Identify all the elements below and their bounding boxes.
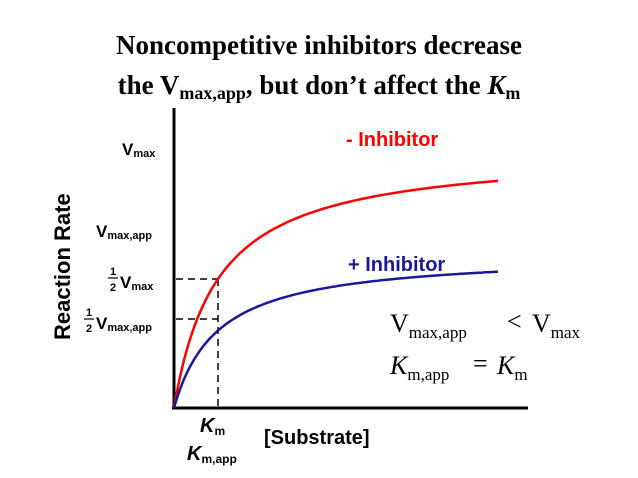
y-tick-vmax-app: Vmax,app <box>96 222 152 242</box>
svg-text:=: = <box>473 349 488 378</box>
y-tick-vmax: Vmax <box>122 140 156 160</box>
svg-text:Vmax: Vmax <box>532 309 581 342</box>
svg-text:2: 2 <box>86 323 92 335</box>
equation-vmax: Vmax,app < Vmax <box>390 307 581 342</box>
x-tick-km-app: Km,app <box>187 443 237 466</box>
curve-plus-inhibitor <box>172 270 499 409</box>
svg-text:1: 1 <box>86 307 92 319</box>
x-axis-label: [Substrate] <box>264 427 370 449</box>
label-minus-inhibitor: - Inhibitor <box>346 129 438 151</box>
y-tick-half-vmax: 1 2 Vmax <box>108 266 154 294</box>
svg-text:Vmax,app: Vmax,app <box>390 309 467 342</box>
svg-text:Vmax: Vmax <box>120 273 154 293</box>
title-text-mid: , but don’t affect the <box>245 70 488 100</box>
svg-text:Km,app: Km,app <box>389 351 449 384</box>
svg-text:2: 2 <box>110 282 116 294</box>
equation-km: Km,app = Km <box>389 349 528 384</box>
slide-title-line1: Noncompetitive inhibitors decrease <box>116 30 522 60</box>
y-axis-label: Reaction Rate <box>50 193 75 340</box>
label-plus-inhibitor: + Inhibitor <box>348 254 445 276</box>
svg-text:Km: Km <box>496 351 528 384</box>
svg-text:1: 1 <box>110 266 116 278</box>
title-k: K <box>487 70 506 100</box>
title-k-subscript: m <box>505 83 521 103</box>
svg-text:<: < <box>507 307 522 336</box>
slide-title-line2: the Vmax,app, but don’t affect the Km <box>0 68 638 102</box>
curve-minus-inhibitor <box>172 179 499 409</box>
svg-text:Vmax,app: Vmax,app <box>96 314 152 334</box>
y-tick-half-vmax-app: 1 2 Vmax,app <box>84 307 152 335</box>
title-text: the V <box>117 70 180 100</box>
x-tick-km: Km <box>200 415 225 438</box>
title-subscript: max,app <box>179 83 246 103</box>
